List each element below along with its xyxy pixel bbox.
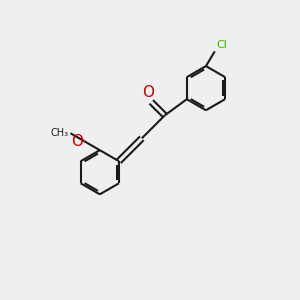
Text: Cl: Cl: [217, 40, 228, 50]
Text: O: O: [142, 85, 154, 100]
Text: CH₃: CH₃: [51, 128, 69, 138]
Text: O: O: [71, 134, 83, 149]
